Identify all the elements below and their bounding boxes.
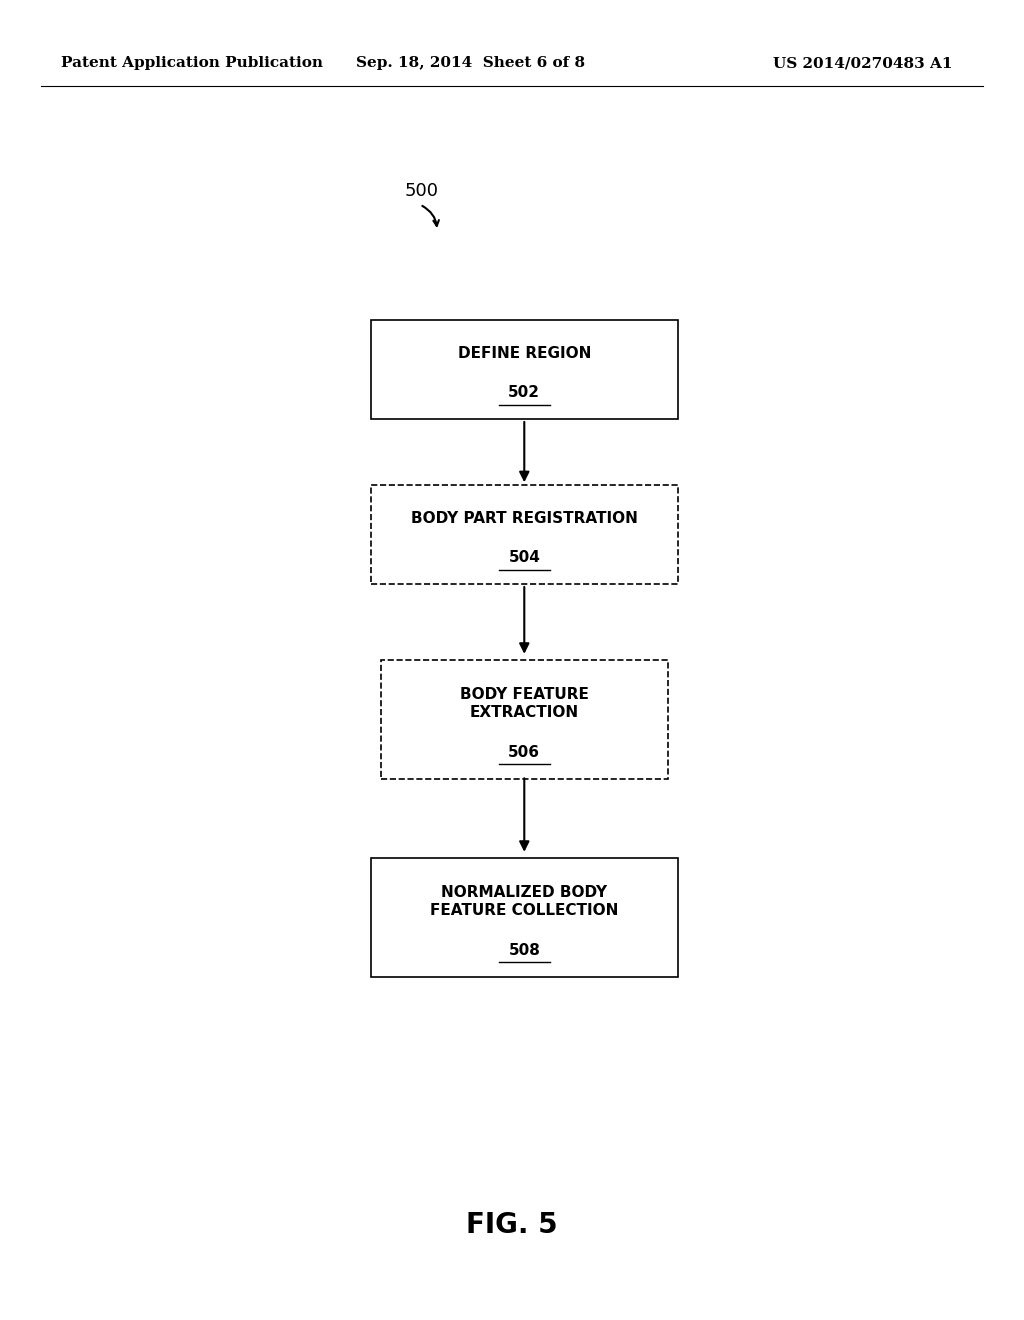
Text: 500: 500 (404, 182, 438, 201)
Text: 508: 508 (508, 942, 541, 958)
Text: BODY FEATURE
EXTRACTION: BODY FEATURE EXTRACTION (460, 688, 589, 719)
Text: 502: 502 (508, 385, 541, 400)
FancyBboxPatch shape (381, 660, 668, 779)
Text: NORMALIZED BODY
FEATURE COLLECTION: NORMALIZED BODY FEATURE COLLECTION (430, 886, 618, 917)
Text: 506: 506 (508, 744, 541, 760)
Text: FIG. 5: FIG. 5 (466, 1210, 558, 1239)
FancyBboxPatch shape (371, 321, 678, 420)
Text: 504: 504 (508, 550, 541, 565)
FancyBboxPatch shape (371, 486, 678, 583)
Text: US 2014/0270483 A1: US 2014/0270483 A1 (773, 57, 952, 70)
Text: DEFINE REGION: DEFINE REGION (458, 346, 591, 362)
Text: BODY PART REGISTRATION: BODY PART REGISTRATION (411, 511, 638, 527)
Text: Sep. 18, 2014  Sheet 6 of 8: Sep. 18, 2014 Sheet 6 of 8 (356, 57, 586, 70)
Text: Patent Application Publication: Patent Application Publication (61, 57, 324, 70)
FancyBboxPatch shape (371, 858, 678, 977)
